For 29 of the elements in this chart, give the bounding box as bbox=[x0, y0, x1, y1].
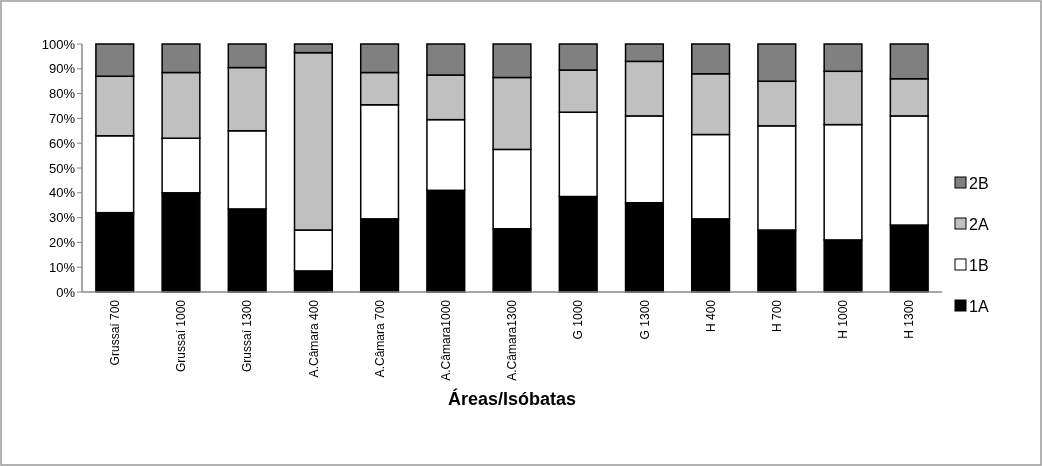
y-tick-label: 80% bbox=[48, 86, 76, 102]
legend-label: 1B bbox=[969, 256, 989, 274]
x-tick-label: H 1300 bbox=[902, 299, 917, 339]
y-tick-label: 10% bbox=[48, 259, 76, 275]
x-tick-label: Grussaí 1300 bbox=[240, 299, 255, 373]
y-tick-label: 100% bbox=[41, 36, 76, 52]
x-tick-label: Grussaí 700 bbox=[107, 299, 122, 366]
y-tick-label: 60% bbox=[48, 135, 76, 151]
x-tick-label: A.Câmara1000 bbox=[439, 299, 453, 381]
x-tick-label: G 1000 bbox=[571, 299, 586, 340]
y-tick-label: 50% bbox=[48, 160, 76, 176]
x-tick-label: H 400 bbox=[703, 299, 718, 333]
y-tick-label: 30% bbox=[48, 210, 76, 226]
x-tick-label: A.Câmara 700 bbox=[372, 299, 387, 378]
x-tick-label: A.Câmara 400 bbox=[306, 299, 321, 378]
x-tick-label: A.Câmara1300 bbox=[505, 299, 520, 381]
y-tick-label: 20% bbox=[48, 234, 76, 250]
y-tick-label: 0% bbox=[56, 284, 76, 300]
y-tick-label: 70% bbox=[48, 110, 76, 126]
x-tick-label: H 1000 bbox=[836, 299, 851, 339]
x-tick-label: H 700 bbox=[770, 299, 785, 333]
y-tick-label: 40% bbox=[48, 185, 76, 201]
x-axis-title: Áreas/Isóbatas bbox=[447, 388, 577, 409]
legend-label: 2A bbox=[969, 215, 989, 233]
x-tick-label: Grussaí 1000 bbox=[174, 299, 189, 373]
legend-label: 1A bbox=[969, 297, 989, 315]
y-tick-label: 90% bbox=[48, 61, 76, 77]
legend-label: 2B bbox=[969, 174, 989, 192]
x-tick-label: G 1300 bbox=[637, 299, 652, 340]
